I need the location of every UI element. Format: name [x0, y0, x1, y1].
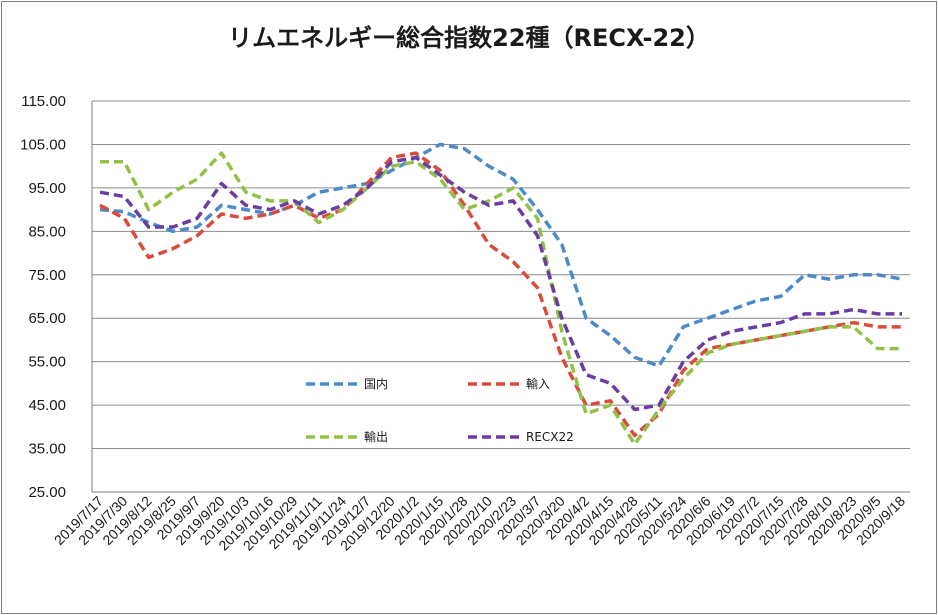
y-tick-label: 35.00: [28, 441, 66, 458]
series-line-3: [99, 155, 902, 412]
y-tick-label: 25.00: [28, 484, 66, 501]
legend-label-3: RECX22: [526, 430, 574, 444]
y-tick-label: 65.00: [28, 310, 66, 327]
series-lines: [99, 142, 903, 446]
series-line-1: [99, 151, 902, 438]
x-axis: 2019/7/172019/7/302019/8/122019/8/252019…: [51, 491, 910, 554]
y-tick-label: 75.00: [28, 267, 66, 284]
y-tick-label: 105.00: [20, 136, 66, 153]
y-tick-label: 45.00: [28, 397, 66, 414]
y-tick-label: 55.00: [28, 354, 66, 371]
series-line-2: [100, 151, 902, 446]
y-tick-label: 95.00: [28, 180, 66, 197]
y-tick-label: 85.00: [28, 223, 66, 240]
legend-label-0: 国内: [364, 377, 388, 391]
chart-title: リムエネルギー総合指数22種（RECX-22）: [228, 24, 710, 52]
legend-label-2: 輸出: [364, 429, 388, 444]
y-tick-label: 115.00: [21, 93, 66, 110]
y-axis: 25.00 35.00 45.00 55.00 65.00 75.00 85.00 95.00…: [20, 93, 93, 501]
legend-label-1: 輸入: [526, 376, 550, 391]
series-line-0: [99, 142, 903, 368]
